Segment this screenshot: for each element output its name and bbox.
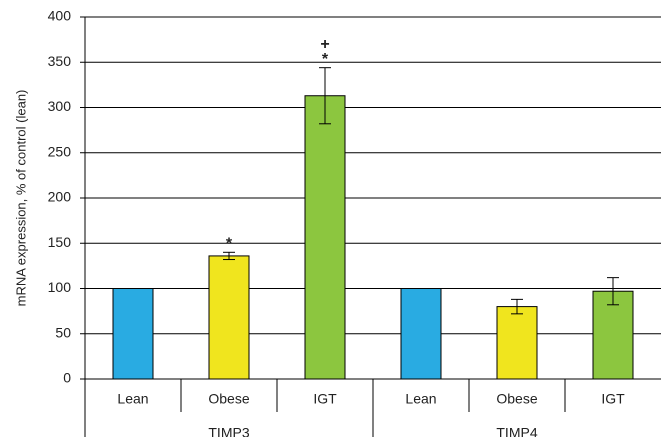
annotation: * (226, 236, 233, 253)
y-tick-label: 0 (63, 370, 71, 386)
x-tick-label: Obese (496, 391, 537, 407)
group-label: TIMP3 (208, 425, 249, 437)
bar (208, 255, 250, 380)
bar (496, 306, 538, 380)
x-tick-label: IGT (601, 391, 625, 407)
x-tick-label: Lean (405, 391, 436, 407)
y-tick-label: 150 (48, 234, 72, 250)
x-tick-label: Obese (208, 391, 249, 407)
y-axis-label: mRNA expression, % of control (lean) (13, 90, 28, 307)
group-label: TIMP4 (496, 425, 537, 437)
bar (592, 290, 634, 380)
error-bar (223, 251, 235, 261)
y-tick-label: 50 (55, 324, 71, 340)
error-bar (607, 277, 619, 306)
bar (400, 288, 442, 380)
x-tick-label: Lean (117, 391, 148, 407)
x-tick-label: IGT (313, 391, 337, 407)
error-bar (319, 67, 331, 125)
y-tick-label: 100 (48, 279, 72, 295)
annotation: * (322, 51, 329, 68)
y-tick-label: 350 (48, 53, 72, 69)
y-tick-label: 300 (48, 98, 72, 114)
bar (112, 288, 154, 380)
error-bar (511, 298, 523, 315)
y-tick-label: 250 (48, 143, 72, 159)
bar (304, 95, 346, 380)
y-tick-label: 200 (48, 189, 72, 205)
y-tick-label: 400 (48, 8, 72, 24)
annotation: + (320, 36, 329, 53)
